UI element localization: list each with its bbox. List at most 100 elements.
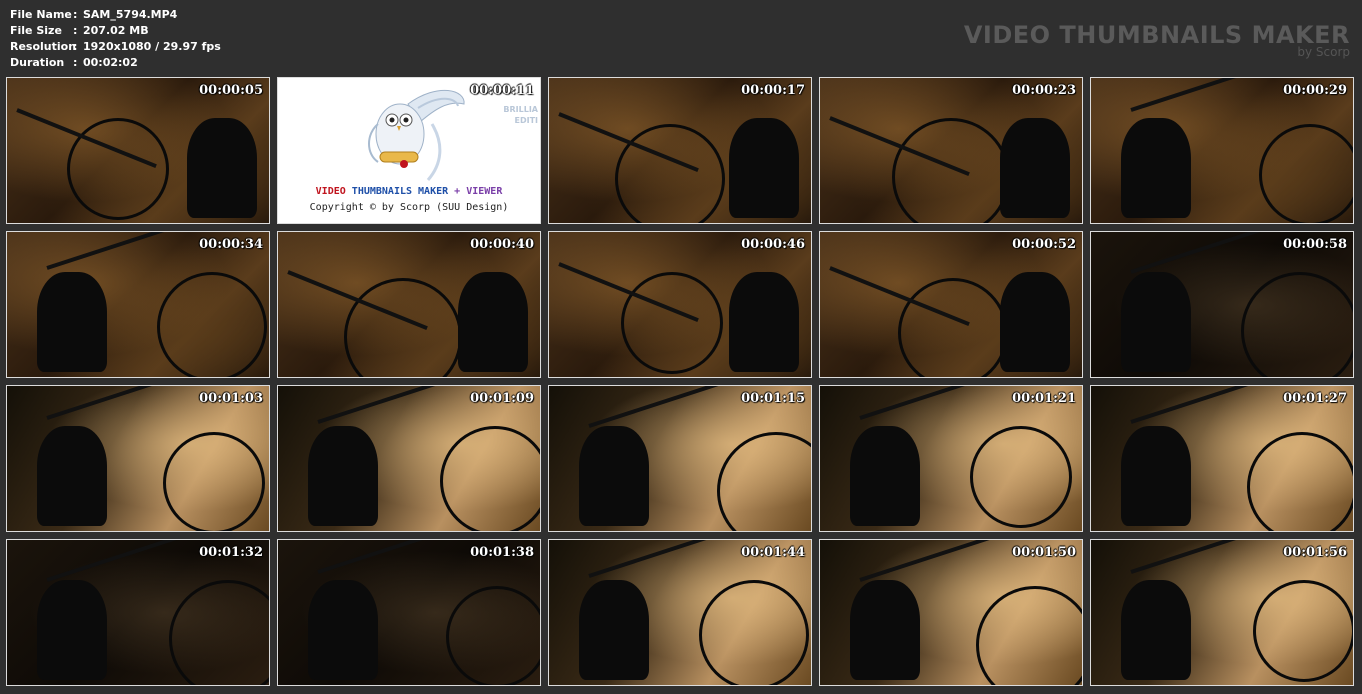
bike-frame-icon bbox=[859, 540, 1004, 582]
thumbnail[interactable]: 00:00:46 bbox=[548, 231, 812, 378]
bike-frame-icon bbox=[46, 232, 191, 270]
timestamp: 00:01:38 bbox=[470, 545, 534, 560]
timestamp: 00:00:05 bbox=[199, 83, 263, 98]
bike-wheel-icon bbox=[699, 580, 809, 685]
person-silhouette-icon bbox=[37, 426, 107, 526]
logo-side-line: EDITI bbox=[514, 116, 538, 125]
bike-frame-icon bbox=[1130, 232, 1275, 274]
bike-wheel-icon bbox=[892, 118, 1010, 223]
info-label: Resolution bbox=[10, 40, 77, 53]
person-silhouette-icon bbox=[729, 118, 799, 218]
info-row-resolution: Resolution : 1920x1080 / 29.97 fps bbox=[10, 39, 221, 55]
timestamp: 00:01:56 bbox=[1283, 545, 1347, 560]
info-label: File Name bbox=[10, 8, 72, 21]
bike-frame-icon bbox=[46, 386, 191, 420]
bike-wheel-icon bbox=[169, 580, 269, 685]
person-silhouette-icon bbox=[1121, 580, 1191, 680]
person-silhouette-icon bbox=[579, 426, 649, 526]
bike-wheel-icon bbox=[1241, 272, 1353, 377]
info-label: File Size bbox=[10, 24, 62, 37]
bike-wheel-icon bbox=[1247, 432, 1353, 531]
thumbnail[interactable]: 00:00:17 bbox=[548, 77, 812, 224]
bike-wheel-icon bbox=[67, 118, 169, 220]
thumbnail[interactable]: 00:01:15 bbox=[548, 385, 812, 532]
thumbnail[interactable]: 00:00:58 bbox=[1090, 231, 1354, 378]
thumbnail[interactable]: 00:01:27 bbox=[1090, 385, 1354, 532]
timestamp: 00:00:29 bbox=[1283, 83, 1347, 98]
thumbnail[interactable]: 00:00:40 bbox=[277, 231, 541, 378]
timestamp: 00:01:15 bbox=[741, 391, 805, 406]
bike-frame-icon bbox=[317, 386, 462, 424]
thumbnail[interactable]: 00:00:52 bbox=[819, 231, 1083, 378]
person-silhouette-icon bbox=[1121, 118, 1191, 218]
person-silhouette-icon bbox=[37, 272, 107, 372]
bike-wheel-icon bbox=[440, 426, 540, 531]
timestamp: 00:01:44 bbox=[741, 545, 805, 560]
logo-title-plus: + bbox=[454, 186, 461, 197]
bike-wheel-icon bbox=[157, 272, 267, 377]
person-silhouette-icon bbox=[1000, 118, 1070, 218]
person-silhouette-icon bbox=[37, 580, 107, 680]
thumbnail[interactable]: 00:01:32 bbox=[6, 539, 270, 686]
bike-wheel-icon bbox=[1259, 124, 1353, 223]
timestamp: 00:01:09 bbox=[470, 391, 534, 406]
bike-wheel-icon bbox=[1253, 580, 1353, 682]
timestamp: 00:01:27 bbox=[1283, 391, 1347, 406]
bike-frame-icon bbox=[588, 386, 733, 428]
logo-side-text: BRILLIA EDITI bbox=[503, 104, 538, 126]
thumbnail[interactable]: 00:01:03 bbox=[6, 385, 270, 532]
thumbnail[interactable]: 00:01:50 bbox=[819, 539, 1083, 686]
info-separator: : bbox=[73, 8, 78, 21]
person-silhouette-icon bbox=[458, 272, 528, 372]
person-silhouette-icon bbox=[850, 426, 920, 526]
timestamp: 00:01:50 bbox=[1012, 545, 1076, 560]
timestamp: 00:00:23 bbox=[1012, 83, 1076, 98]
thumbnail[interactable]: 00:01:09 bbox=[277, 385, 541, 532]
info-separator: : bbox=[73, 24, 78, 37]
thumbnail[interactable]: 00:00:05 bbox=[6, 77, 270, 224]
timestamp: 00:00:40 bbox=[470, 237, 534, 252]
person-silhouette-icon bbox=[308, 580, 378, 680]
bike-wheel-icon bbox=[163, 432, 265, 531]
bike-wheel-icon bbox=[976, 586, 1082, 685]
logo-title: VIDEO THUMBNAILS MAKER + VIEWER bbox=[278, 186, 540, 197]
thumbnail[interactable]: 00:01:44 bbox=[548, 539, 812, 686]
person-silhouette-icon bbox=[729, 272, 799, 372]
bike-wheel-icon bbox=[446, 586, 540, 685]
thumbnail[interactable]: 00:01:21 bbox=[819, 385, 1083, 532]
logo-side-line: BRILLIA bbox=[503, 105, 538, 114]
info-separator: : bbox=[73, 56, 78, 69]
timestamp: 00:00:46 bbox=[741, 237, 805, 252]
thumbnail[interactable]: 00:01:38 bbox=[277, 539, 541, 686]
brand-watermark: VIDEO THUMBNAILS MAKER by Scorp bbox=[964, 20, 1350, 58]
timestamp: 00:01:21 bbox=[1012, 391, 1076, 406]
timestamp: 00:00:58 bbox=[1283, 237, 1347, 252]
person-silhouette-icon bbox=[1121, 272, 1191, 372]
thumbnail[interactable]: 00:01:56 bbox=[1090, 539, 1354, 686]
bike-wheel-icon bbox=[621, 272, 723, 374]
timestamp: 00:00:17 bbox=[741, 83, 805, 98]
info-row-file-name: File Name : SAM_5794.MP4 bbox=[10, 7, 221, 23]
thumbnail[interactable]: 00:00:23 bbox=[819, 77, 1083, 224]
bike-frame-icon bbox=[46, 540, 191, 582]
timestamp: 00:00:11 bbox=[470, 83, 534, 98]
info-label: Duration bbox=[10, 56, 65, 69]
bike-wheel-icon bbox=[898, 278, 1008, 377]
timestamp: 00:01:03 bbox=[199, 391, 263, 406]
info-value-resolution: 1920x1080 / 29.97 fps bbox=[83, 40, 221, 53]
info-row-file-size: File Size : 207.02 MB bbox=[10, 23, 221, 39]
person-silhouette-icon bbox=[187, 118, 257, 218]
bike-wheel-icon bbox=[615, 124, 725, 223]
brand-title: VIDEO THUMBNAILS MAKER bbox=[963, 21, 1350, 49]
thumbnail[interactable]: 00:00:34 bbox=[6, 231, 270, 378]
thumbnail-logo[interactable]: BRILLIA EDITI VIDEO THUMBNAILS MAKER + V… bbox=[277, 77, 541, 224]
person-silhouette-icon bbox=[579, 580, 649, 680]
bike-wheel-icon bbox=[717, 432, 811, 531]
thumbnail[interactable]: 00:00:29 bbox=[1090, 77, 1354, 224]
file-info-panel: File Name : SAM_5794.MP4 File Size : 207… bbox=[10, 7, 221, 71]
bike-frame-icon bbox=[1130, 386, 1275, 424]
logo-copyright: Copyright © by Scorp (SUU Design) bbox=[309, 202, 509, 213]
person-silhouette-icon bbox=[1000, 272, 1070, 372]
bike-wheel-icon bbox=[344, 278, 462, 377]
logo-title-viewer: VIEWER bbox=[466, 186, 503, 197]
